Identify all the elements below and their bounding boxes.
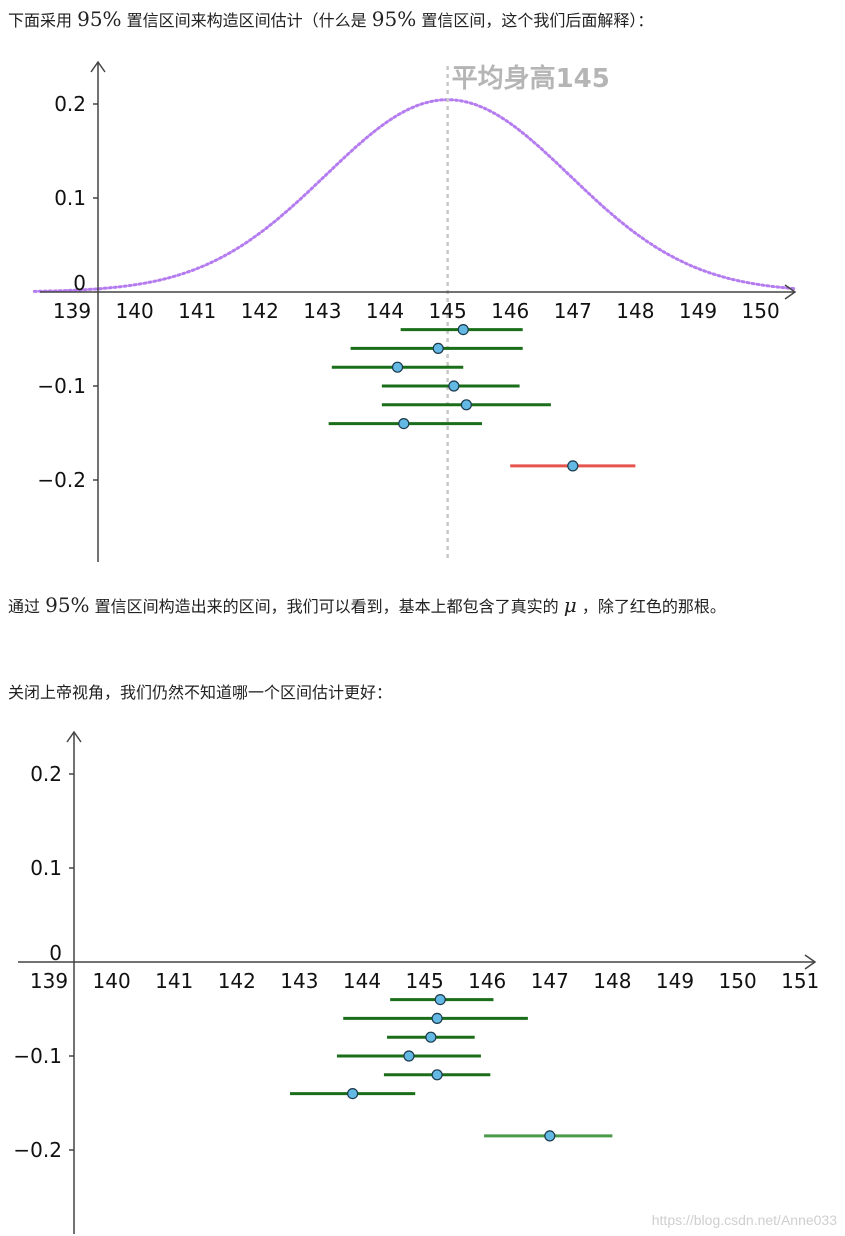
paragraph-2: 通过 95% 置信区间构造出来的区间，我们可以看到，基本上都包含了真实的 μ ，… — [8, 592, 833, 620]
x-tick-label: 149 — [656, 969, 694, 993]
y-tick-label: 0.1 — [54, 186, 86, 210]
x-tick-label: 141 — [155, 969, 193, 993]
x-tick-label: 139 — [53, 299, 91, 323]
interval-point — [434, 994, 446, 1006]
p2-text-c: ，除了红色的那根。 — [581, 597, 726, 616]
paragraph-3: 关闭上帝视角，我们仍然不知道哪一个区间估计更好： — [8, 683, 393, 702]
x-tick-label: 150 — [742, 299, 780, 323]
density-curve — [32, 98, 797, 293]
interval-point — [544, 1130, 556, 1142]
p1-text-b: 置信区间来构造区间估计（什么是 — [126, 11, 367, 30]
x-tick-label: 147 — [554, 299, 592, 323]
interval-point — [391, 361, 404, 373]
x-tick-label: 139 — [30, 969, 68, 993]
y-tick-label: −0.1 — [13, 1044, 62, 1068]
y-axis-arrow — [90, 60, 106, 73]
paragraph-1: 下面采用 95% 置信区间来构造区间估计（什么是 95% 置信区间，这个我们后面… — [8, 6, 653, 34]
interval-point — [448, 380, 460, 392]
x-tick-label: 144 — [366, 299, 404, 323]
x-tick-label: 151 — [781, 969, 819, 993]
x-tick-label: 150 — [719, 969, 757, 993]
y-tick-label: −0.2 — [37, 468, 86, 492]
interval-point — [347, 1088, 359, 1100]
interval-point — [567, 460, 579, 472]
chart-normal-with-intervals: 平均身高145 139 140 141 142 143 144 145 146 147 148 149… — [32, 60, 797, 562]
p2-text-a: 通过 — [8, 597, 41, 616]
interval-point — [398, 418, 410, 430]
p2-text-b: 置信区间构造出来的区间，我们可以看到，基本上都包含了真实的 — [94, 597, 559, 616]
y-tick-label: 0.1 — [30, 856, 62, 880]
x-axis-arrow — [784, 284, 797, 300]
x-tick-label: 145 — [406, 969, 444, 993]
x-tick-label: 140 — [93, 969, 131, 993]
x-tick-label: 147 — [531, 969, 569, 993]
y-tick-label: −0.1 — [37, 374, 86, 398]
x-tick-label: 140 — [116, 299, 154, 323]
p1-text-c: 置信区间，这个我们后面解释）： — [421, 11, 654, 30]
x-tick-label: 144 — [343, 969, 381, 993]
mean-annotation: 平均身高145 — [452, 63, 610, 94]
x-tick-label: 148 — [616, 299, 654, 323]
x-tick-label: 148 — [593, 969, 631, 993]
x-tick-label: 146 — [468, 969, 506, 993]
math-95-percent: 95% — [371, 7, 417, 31]
interval-point — [425, 1031, 437, 1043]
chart-intervals-only: 139 140 141 142 143 144 145 146 147 148 149 150 151 0… — [13, 730, 819, 1234]
math-95-percent: 95% — [45, 593, 90, 617]
y-tick-label: −0.2 — [13, 1138, 62, 1162]
watermark: https://blog.csdn.net/Anne033 — [651, 1212, 837, 1228]
y-tick-label: 0.2 — [30, 762, 62, 786]
x-tick-label: 143 — [280, 969, 318, 993]
interval-point — [431, 1012, 443, 1024]
p1-text-a: 下面采用 — [8, 11, 73, 30]
interval-point — [403, 1050, 415, 1062]
x-tick-label: 142 — [241, 299, 279, 323]
interval-point — [431, 1069, 443, 1081]
interval-point — [460, 399, 472, 411]
y-tick-label: 0 — [73, 271, 86, 295]
math-95-percent: 95% — [77, 7, 122, 31]
y-tick-label: 0 — [49, 941, 62, 965]
interval-point — [457, 324, 469, 336]
x-tick-label: 146 — [491, 299, 529, 323]
interval-point — [432, 342, 444, 354]
x-tick-label: 142 — [218, 969, 256, 993]
x-tick-label: 141 — [178, 299, 216, 323]
math-mu: μ — [563, 593, 577, 617]
y-axis-arrow — [66, 730, 82, 743]
x-tick-label: 143 — [303, 299, 341, 323]
x-axis-arrow — [804, 954, 817, 970]
y-tick-label: 0.2 — [54, 92, 86, 116]
x-tick-label: 145 — [429, 299, 467, 323]
x-tick-label: 149 — [679, 299, 717, 323]
